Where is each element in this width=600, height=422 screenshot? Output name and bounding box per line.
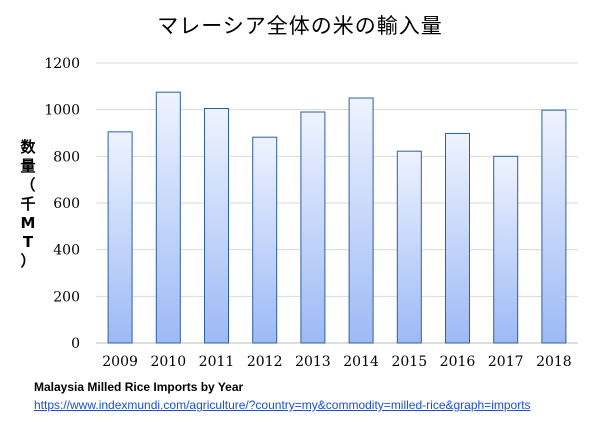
y-axis-label-char: M	[20, 214, 36, 232]
bar-2017	[493, 155, 519, 344]
y-tick-label: 1000	[44, 103, 80, 119]
y-axis-label-char: T	[22, 233, 34, 251]
bar-2016	[445, 132, 470, 344]
y-tick-label: 200	[53, 289, 80, 305]
y-tick-label: 800	[53, 149, 80, 165]
y-axis-label-char: 量	[20, 157, 36, 175]
x-tick-label: 2015	[391, 354, 427, 370]
bar-2015	[396, 150, 422, 344]
x-tick-labels: 2009 2010 2011 2012 2013 2014 2015 2016 2017 2018	[102, 354, 571, 370]
y-tick-label: 600	[53, 196, 80, 212]
bar-2009	[107, 131, 133, 344]
y-axis-label-char: ）	[20, 252, 36, 270]
x-tick-label: 2011	[199, 354, 235, 370]
chart-title: マレーシア全体の米の輸入量	[157, 14, 443, 38]
x-tick-label: 2018	[536, 354, 572, 370]
source-title: Malaysia Milled Rice Imports by Year	[34, 380, 244, 394]
y-axis-label: 数量（千 M T）	[16, 138, 40, 271]
bar-2012	[252, 136, 278, 344]
y-axis-label-char: 数	[20, 138, 36, 156]
bar-2018	[541, 109, 567, 344]
y-tick-label: 400	[53, 243, 80, 259]
bar-2014	[348, 97, 374, 344]
x-tick-label: 2016	[440, 354, 476, 370]
y-tick-label: 0	[71, 336, 80, 352]
x-tick-label: 2013	[295, 354, 331, 370]
x-tick-label: 2010	[150, 354, 186, 370]
y-axis-label-char: （	[20, 176, 36, 194]
x-tick-label: 2012	[247, 354, 283, 370]
bars	[107, 91, 567, 344]
bar-2013	[300, 111, 326, 344]
y-tick-labels: 0 200 400 600 800 1000 1200	[44, 56, 80, 352]
bar-2010	[155, 91, 181, 344]
bar-2011	[204, 108, 229, 344]
x-tick-label: 2009	[102, 354, 138, 370]
x-tick-label: 2014	[343, 354, 379, 370]
x-tick-label: 2017	[488, 354, 524, 370]
y-tick-label: 1200	[44, 56, 80, 72]
source-link[interactable]: https://www.indexmundi.com/agriculture/?…	[34, 398, 531, 412]
y-axis-label-char: 千	[20, 195, 36, 213]
